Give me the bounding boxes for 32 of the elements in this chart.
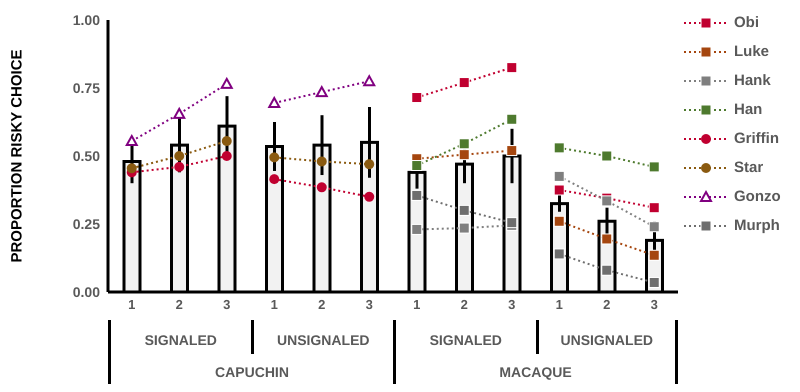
y-tick-label: 0.00 (72, 284, 100, 300)
x-tick-label: 1 (413, 297, 420, 312)
x-tick-label: 1 (556, 297, 563, 312)
y-tick-label: 0.75 (72, 80, 100, 96)
x-tick-label: 1 (270, 297, 278, 312)
legend-label: Han (734, 101, 762, 118)
x-tick-label: 3 (223, 297, 230, 312)
legend-label: Gonzo (734, 188, 781, 205)
legend-label: Murph (734, 217, 780, 234)
legend-label: Obi (734, 14, 759, 31)
y-tick-label: 0.25 (72, 216, 100, 232)
text: SIGNALED (144, 332, 217, 348)
x-tick-label: 3 (366, 297, 373, 312)
legend-label: Griffin (734, 130, 779, 147)
y-axis-title: PROPORTION RISKY CHOICE (8, 49, 26, 263)
x-tick-label: 1 (128, 297, 136, 312)
legend-label: Hank (734, 72, 771, 89)
text: SIGNALED (430, 332, 502, 348)
x-tick-label: 2 (318, 297, 326, 312)
x-tick-label: 3 (508, 297, 516, 312)
legend-label: Luke (734, 43, 770, 60)
x-tick-label: 2 (176, 297, 183, 312)
x-tick-label: 2 (460, 297, 468, 312)
legend-label: Star (734, 159, 764, 176)
text: CAPUCHIN (215, 364, 289, 380)
x-tick-label: 2 (603, 297, 610, 312)
text: UNSIGNALED (276, 332, 370, 348)
y-tick-label: 0.50 (72, 148, 100, 164)
x-tick-label: 3 (650, 297, 658, 312)
text: UNSIGNALED (560, 332, 654, 348)
y-tick-label: 1.00 (72, 12, 100, 28)
text: MACAQUE (499, 364, 572, 380)
